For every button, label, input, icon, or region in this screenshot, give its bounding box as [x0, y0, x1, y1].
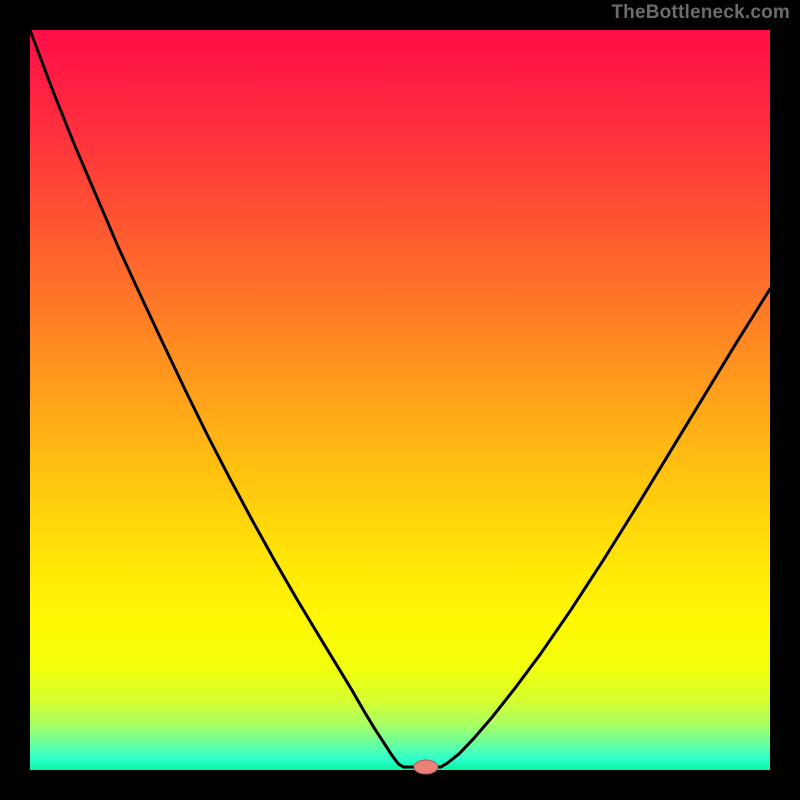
watermark-text: TheBottleneck.com	[611, 2, 790, 24]
optimum-marker	[414, 760, 438, 774]
plot-area	[30, 30, 770, 770]
bottleneck-curve-chart	[0, 0, 800, 800]
chart-container: TheBottleneck.com	[0, 0, 800, 800]
